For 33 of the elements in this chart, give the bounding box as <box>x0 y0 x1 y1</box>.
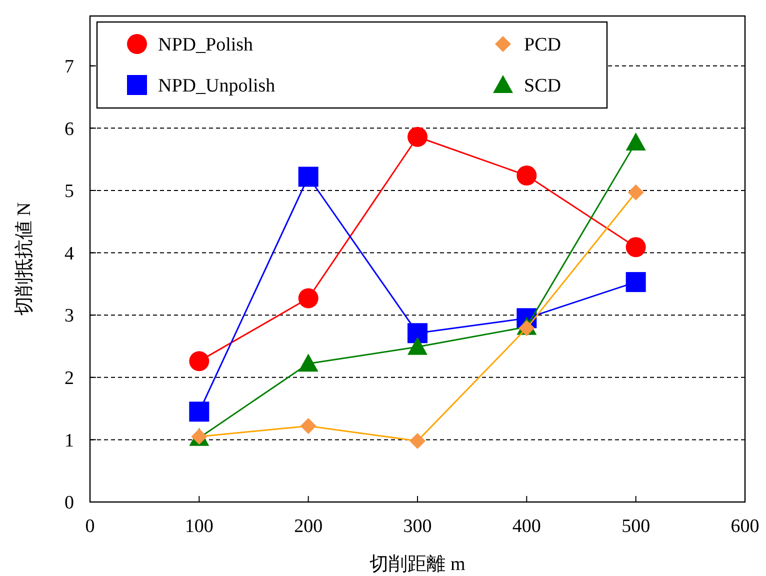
point <box>408 126 428 147</box>
y-tick-label: 2 <box>64 368 74 390</box>
point <box>408 336 428 355</box>
x-tick-label: 200 <box>294 516 323 537</box>
y-axis-title: 切削抵抗値 N <box>14 202 35 316</box>
point <box>516 166 537 186</box>
x-tick-label: 100 <box>184 516 214 537</box>
x-tick-label: 300 <box>403 516 432 537</box>
legend-label: PCD <box>524 34 561 56</box>
x-tick-label: 0 <box>85 516 95 537</box>
legend-label: NPD_Unpolish <box>158 76 276 97</box>
point <box>298 288 318 308</box>
y-tick-label: 7 <box>64 56 74 78</box>
point <box>626 132 646 150</box>
point <box>298 166 318 187</box>
legend-label: NPD_Polish <box>158 34 254 56</box>
y-tick-label: 5 <box>64 181 74 202</box>
point <box>626 272 646 292</box>
point <box>298 354 318 372</box>
point <box>408 323 428 344</box>
y-tick-label: 1 <box>64 430 74 452</box>
x-axis-title: 切削距離 m <box>370 554 466 575</box>
y-tick-label: 4 <box>64 243 74 264</box>
y-tick-label: 0 <box>64 492 74 514</box>
x-tick-label: 600 <box>730 516 760 537</box>
y-tick-label: 3 <box>64 306 74 327</box>
point <box>189 351 210 372</box>
legend-label: SCD <box>524 76 561 97</box>
point <box>189 402 210 422</box>
point <box>626 237 646 258</box>
y-tick-label: 6 <box>64 118 74 140</box>
x-tick-label: 400 <box>512 516 541 537</box>
x-tick-label: 500 <box>622 516 650 537</box>
